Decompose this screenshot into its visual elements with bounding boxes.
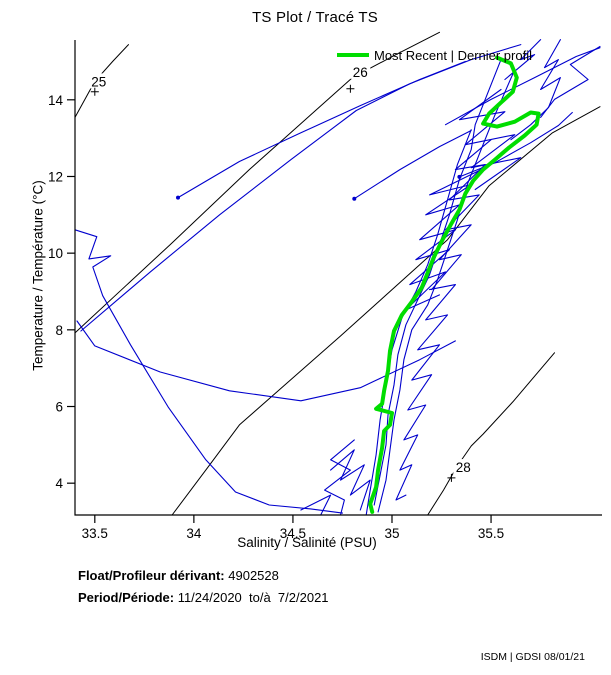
- contour-label-bg: [350, 63, 371, 79]
- profile-line: [510, 39, 561, 141]
- profile-endpoint-dot: [352, 196, 357, 201]
- x-tick-label: 35.5: [478, 526, 504, 541]
- profile-line: [177, 60, 466, 199]
- profile-line: [80, 44, 522, 332]
- period-line: Period/Période: 11/24/2020 to/à 7/2/2021: [78, 587, 329, 609]
- profile-line: [353, 129, 472, 200]
- watermark: ISDM | GDSI 08/01/21: [480, 651, 585, 663]
- y-axis-title: Temperature / Température (°C): [30, 180, 46, 371]
- y-tick-label: 6: [55, 400, 63, 415]
- y-tick-label: 4: [55, 476, 63, 491]
- profile-line: [444, 47, 601, 126]
- profile-line: [76, 320, 456, 402]
- footer: Float/Profileur dérivant: 4902528 Period…: [78, 565, 329, 609]
- profile-line: [431, 139, 492, 291]
- contour-label: 25: [91, 74, 106, 89]
- float-id-value: 4902528: [224, 568, 279, 583]
- profile-line: [300, 494, 332, 516]
- profile-line: [395, 284, 456, 501]
- density-contour-line: [74, 44, 129, 118]
- profile-line: [504, 39, 542, 81]
- y-tick-label: 12: [48, 169, 63, 184]
- contour-label-marker: [90, 87, 99, 96]
- axes: [74, 40, 602, 516]
- profile-line: [377, 68, 516, 513]
- x-tick-label: 34.5: [280, 526, 306, 541]
- x-tick-label: 34: [186, 526, 202, 541]
- profile-endpoint-dot: [176, 195, 180, 200]
- period-label: Period/Période:: [78, 590, 175, 605]
- y-tick-label: 14: [48, 93, 64, 108]
- contour-label: 28: [456, 460, 471, 475]
- density-contour-line: [427, 352, 555, 516]
- legend: Most Recent | Dernier profil: [337, 46, 532, 64]
- density-contour-line: [171, 106, 601, 516]
- profile-line: [458, 88, 522, 191]
- float-id-label: Float/Profileur dérivant:: [78, 568, 225, 583]
- legend-line-sample: [337, 53, 369, 57]
- contour-label-bg: [88, 73, 109, 89]
- x-axis-title: Salinity / Salinité (PSU): [237, 535, 377, 550]
- contour-label-marker: [346, 84, 355, 93]
- profile-line: [540, 45, 601, 118]
- contour-label-marker: [447, 473, 456, 482]
- legend-label: Most Recent | Dernier profil: [374, 47, 532, 63]
- x-tick-label: 35: [384, 526, 399, 541]
- profile-line: [324, 439, 355, 516]
- profile-endpoint-dot: [457, 174, 462, 179]
- float-id-line: Float/Profileur dérivant: 4902528: [78, 565, 329, 587]
- density-contour-line: [74, 31, 440, 334]
- profile-line: [74, 229, 344, 514]
- y-tick-label: 8: [55, 323, 63, 338]
- profile-line: [330, 449, 371, 511]
- contour-label-bg: [453, 459, 474, 475]
- page-title: TS Plot / Tracé TS: [252, 9, 378, 26]
- profile-line: [419, 169, 482, 241]
- y-tick-label: 10: [48, 246, 63, 261]
- period-value: 11/24/2020 to/à 7/2/2021: [174, 590, 329, 605]
- x-tick-label: 33.5: [82, 526, 108, 541]
- contour-label: 26: [353, 65, 368, 80]
- most-recent-profile-line: [368, 55, 541, 514]
